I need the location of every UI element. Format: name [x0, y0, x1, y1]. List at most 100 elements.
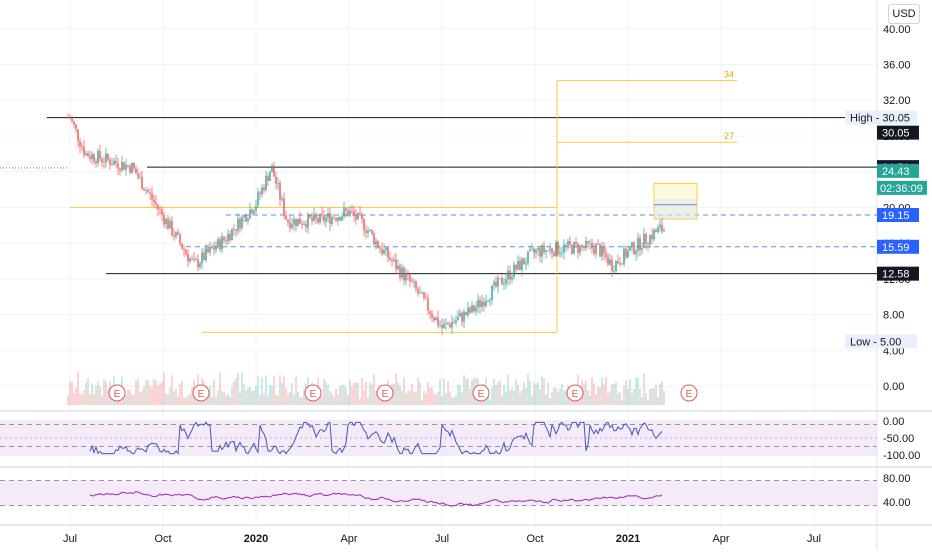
candle	[565, 244, 567, 246]
candle	[71, 118, 73, 122]
candle	[437, 317, 439, 326]
volume-bar	[235, 378, 237, 405]
volume-bar	[405, 393, 407, 405]
volume-bar	[341, 384, 343, 405]
volume-bar	[557, 391, 559, 405]
volume-bar	[231, 386, 233, 405]
candle	[551, 248, 553, 253]
candle	[99, 150, 101, 159]
candle	[555, 242, 557, 257]
volume-bar	[85, 382, 87, 405]
volume-bar	[253, 390, 255, 405]
candle	[617, 261, 619, 264]
candle	[215, 247, 217, 250]
volume-bar	[531, 395, 533, 405]
volume-bar	[593, 383, 595, 405]
volume-bar	[441, 396, 443, 405]
volume-bar	[321, 395, 323, 405]
volume-bar	[163, 372, 165, 405]
volume-bar	[559, 388, 561, 405]
volume-bar	[629, 379, 631, 405]
earnings-marker	[376, 384, 394, 402]
volume-bar	[631, 393, 633, 405]
volume-bar	[291, 382, 293, 405]
candle	[209, 246, 211, 253]
candle	[221, 236, 223, 250]
volume-bar	[617, 393, 619, 405]
candle	[269, 172, 271, 181]
volume-bar	[89, 394, 91, 405]
candle	[225, 240, 227, 242]
volume-bar	[501, 396, 503, 405]
currency-button[interactable]: USD	[888, 4, 920, 24]
volume-bar	[95, 385, 97, 405]
volume-bar	[601, 377, 603, 405]
volume-bar	[213, 379, 215, 405]
volume-bar	[659, 384, 661, 405]
candle	[393, 259, 395, 262]
volume-bar	[499, 380, 501, 405]
volume-bar	[77, 371, 79, 405]
candle	[509, 270, 511, 280]
volume-bar	[103, 379, 105, 405]
candle	[465, 311, 467, 316]
candle	[521, 258, 523, 270]
volume-bar	[337, 394, 339, 405]
volume-bar	[375, 391, 377, 405]
candle	[259, 192, 261, 195]
time-tick-label: Jul	[435, 533, 449, 545]
volume-bar	[343, 384, 345, 405]
volume-bar	[599, 386, 601, 405]
volume-bar	[165, 393, 167, 405]
candle	[413, 281, 415, 283]
projection-box-inner	[654, 199, 697, 220]
candle	[287, 219, 289, 223]
time-axis[interactable]: Jul Oct 2020 Apr Jul Oct 2021 Apr Jul	[63, 533, 821, 545]
volume-bar	[259, 394, 261, 405]
candle	[407, 273, 409, 275]
candle	[131, 163, 133, 173]
candle	[655, 230, 657, 233]
candle	[195, 259, 197, 261]
candle	[457, 316, 459, 321]
candle	[649, 235, 651, 245]
volume-bar	[339, 385, 341, 405]
candle	[165, 218, 167, 225]
candle	[575, 242, 577, 244]
volume-bar	[107, 389, 109, 405]
drawing-layer[interactable]: 34 27 E E E E E E E	[47, 70, 877, 402]
candle	[281, 198, 283, 200]
volume-bar	[357, 382, 359, 405]
volume-bar	[265, 375, 267, 405]
candle	[341, 216, 343, 221]
volume-bar	[433, 393, 435, 405]
volume-bar	[513, 390, 515, 405]
candle	[385, 247, 387, 250]
candle	[101, 158, 103, 162]
volume-bar	[497, 382, 499, 405]
time-tick-label: Oct	[154, 533, 171, 545]
volume-bar	[141, 391, 143, 405]
candle	[507, 270, 509, 280]
candle	[191, 258, 193, 260]
volume-bar	[233, 381, 235, 405]
candle	[159, 209, 161, 211]
volume-bar	[385, 398, 387, 405]
candle	[325, 217, 327, 222]
volume-bar	[101, 396, 103, 405]
candle	[335, 218, 337, 221]
volume-bar	[251, 391, 253, 405]
candle	[417, 288, 419, 294]
candle	[587, 240, 589, 244]
dashed-level-tag: 19.15	[882, 210, 910, 222]
earnings-marker-label: E	[114, 389, 121, 400]
dashed-level-tag-bg	[877, 239, 919, 254]
candle	[625, 248, 627, 258]
candle	[123, 162, 125, 170]
volume-bar	[463, 375, 465, 405]
candle	[389, 257, 391, 261]
volume-bar	[519, 393, 521, 405]
